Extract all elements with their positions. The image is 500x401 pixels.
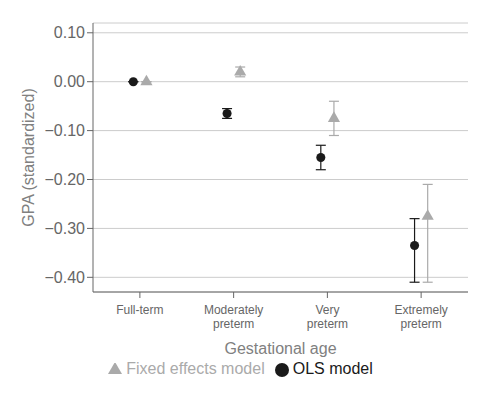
svg-text:−0.10: −0.10 <box>45 122 86 139</box>
svg-text:−0.40: −0.40 <box>45 269 86 286</box>
html-text:OLS model: OLS model <box>292 360 373 377</box>
svg-text:0.10: 0.10 <box>54 24 85 41</box>
svg-text:−0.30: −0.30 <box>45 220 86 237</box>
svg-text:Moderatelypreterm: Moderatelypreterm <box>204 303 263 331</box>
svg-text:Gestational age: Gestational age <box>224 340 336 357</box>
svg-text:−0.20: −0.20 <box>45 171 86 188</box>
svg-text:Extremelypreterm: Extremelypreterm <box>394 303 447 331</box>
svg-text:Verypreterm: Verypreterm <box>307 303 348 331</box>
svg-text:GPA (standardized): GPA (standardized) <box>20 88 37 226</box>
svg-text:Full-term: Full-term <box>116 303 163 317</box>
svg-text:0.00: 0.00 <box>54 73 85 90</box>
html-text:Fixed effects model: Fixed effects model <box>126 360 265 377</box>
